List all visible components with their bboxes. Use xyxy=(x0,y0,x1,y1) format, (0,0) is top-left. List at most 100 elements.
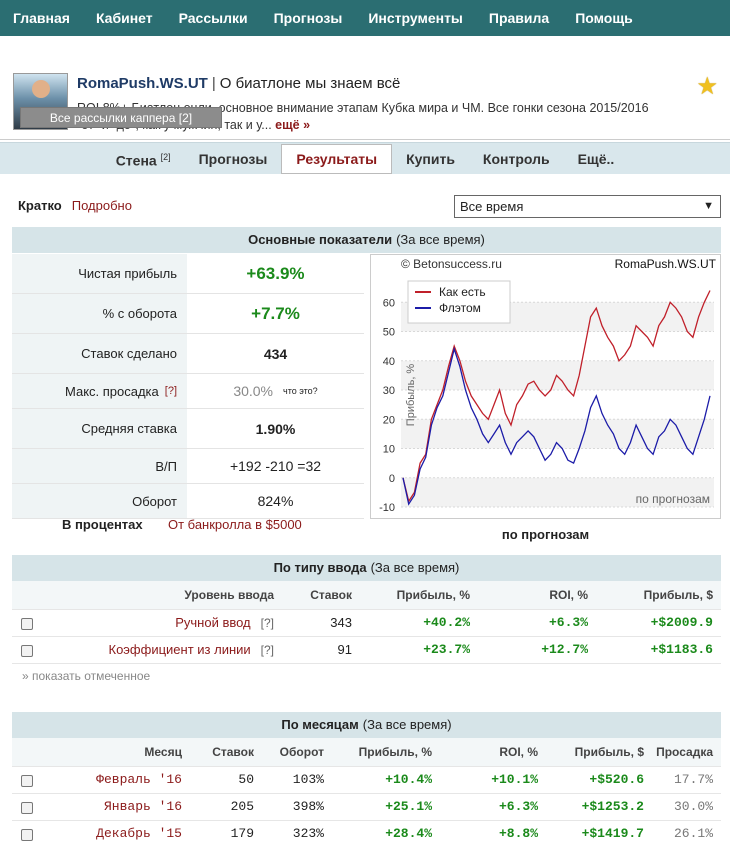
profit-cell: +25.1% xyxy=(332,792,440,820)
tab-forecasts[interactable]: Прогнозы xyxy=(198,150,268,167)
column-header: Прибыль, % xyxy=(360,581,478,609)
drawdown-cell: 30.0% что это? xyxy=(187,374,364,408)
column-header: Уровень ввода xyxy=(42,581,282,609)
nav-forecasts[interactable]: Прогнозы xyxy=(273,10,343,26)
tab-control[interactable]: Контроль xyxy=(482,150,550,167)
type-link[interactable]: Ручной ввод xyxy=(175,615,251,630)
nav-home[interactable]: Главная xyxy=(13,10,70,26)
bets-cell: 50 xyxy=(190,765,262,793)
table-row: Февраль '16 50 103% +10.4% +10.1% +$520.… xyxy=(12,765,721,793)
bets-cell: 205 xyxy=(190,792,262,820)
roi-cell: +6.3% xyxy=(478,608,596,636)
table-row: Январь '16 205 398% +25.1% +6.3% +$1253.… xyxy=(12,792,721,820)
nav-tools[interactable]: Инструменты xyxy=(368,10,463,26)
stat-label: % с оборота xyxy=(12,294,187,333)
help-link[interactable]: [?] xyxy=(260,643,274,658)
stat-row: Чистая прибыль +63.9% xyxy=(12,254,364,294)
checkbox-cell xyxy=(12,608,42,636)
tab-results[interactable]: Результаты xyxy=(281,143,393,174)
show-selected-link[interactable]: » показать отмеченное xyxy=(12,663,721,687)
month-link[interactable]: Декабрь '15 xyxy=(42,819,190,847)
profit-cell: +10.4% xyxy=(332,765,440,793)
stat-row: Макс. просадка [?] 30.0% что это? xyxy=(12,374,364,409)
period-select[interactable]: Все время ▼ xyxy=(454,195,721,218)
stat-row: В/П +192 -210 =32 xyxy=(12,449,364,484)
tab-wall[interactable]: Стена [2] xyxy=(102,141,185,177)
nav-cabinet[interactable]: Кабинет xyxy=(95,10,153,26)
profile-motto: О биатлоне мы знаем всё xyxy=(219,75,401,92)
what-is-it-link[interactable]: что это? xyxy=(283,386,318,396)
type-link[interactable]: Коэффициент из линии xyxy=(108,642,251,658)
type-cell: Ручной ввод [?] xyxy=(42,608,282,636)
table-header-row: Уровень ввода Ставок Прибыль, % ROI, % П… xyxy=(12,581,721,609)
row-checkbox[interactable] xyxy=(21,828,33,841)
summary-section: Основные показатели (За все время) Чистая… xyxy=(12,227,721,542)
y-tick-label: 10 xyxy=(383,444,395,456)
summary-stats: Чистая прибыль +63.9% % с оборота +7.7% … xyxy=(12,254,364,519)
drawdown-value: 30.0% xyxy=(233,383,274,399)
title-separator: | xyxy=(211,75,216,92)
profit-chart-svg: -10 0 10 20 30 40 50 60 © Betonsuccess.ru RomaPus… xyxy=(379,257,717,514)
checkbox-header xyxy=(12,581,42,609)
grid-band xyxy=(401,360,714,390)
drawdown-label: Макс. просадка xyxy=(64,383,159,399)
profit-cell: +28.4% xyxy=(332,819,440,847)
row-checkbox[interactable] xyxy=(21,774,33,787)
nav-rules[interactable]: Правила xyxy=(488,10,550,26)
column-header: Прибыль, $ xyxy=(546,738,652,766)
by-month-subtitle: (За все время) xyxy=(362,717,452,732)
row-checkbox[interactable] xyxy=(21,801,33,814)
turnover-value: 824% xyxy=(257,493,294,509)
profile-name[interactable]: RomaPush.WS.UT xyxy=(77,75,208,92)
row-checkbox[interactable] xyxy=(21,644,33,657)
table-header-row: Месяц Ставок Оборот Прибыль, % ROI, % Пр… xyxy=(12,738,721,766)
checkbox-cell xyxy=(12,635,42,663)
roi-cell: +6.3% xyxy=(440,792,546,820)
turnover-pct-value: +7.7% xyxy=(251,303,300,323)
help-link[interactable]: [?] xyxy=(260,616,274,630)
profit-cell: +40.2% xyxy=(360,608,478,636)
star-icon[interactable]: ★ xyxy=(696,73,718,100)
tab-more[interactable]: Ещё.. xyxy=(577,150,615,167)
all-mailings-button[interactable]: Все рассылки каппера [2] xyxy=(20,107,222,128)
legend-label: Флэтом xyxy=(439,301,481,315)
by-month-title: По месяцам xyxy=(281,717,359,732)
drawdown-cell: 17.7% xyxy=(652,765,721,793)
y-tick-label: 20 xyxy=(383,414,395,426)
summary-title: Основные показатели xyxy=(248,232,393,247)
table-row: Ручной ввод [?] 343 +40.2% +6.3% +$2009.9 xyxy=(12,608,721,636)
top-nav: Главная Кабинет Рассылки Прогнозы Инстру… xyxy=(0,0,730,36)
stat-label: Ставок сделано xyxy=(12,334,187,373)
checkbox-header xyxy=(12,738,42,766)
nav-help[interactable]: Помощь xyxy=(575,10,633,26)
turnover-cell: 323% xyxy=(262,819,332,847)
view-mode: Кратко Подробно xyxy=(18,198,132,213)
month-link[interactable]: Январь '16 xyxy=(42,792,190,820)
y-tick-label: -10 xyxy=(379,502,395,514)
y-tick-label: 60 xyxy=(383,297,395,309)
series-line-as-is xyxy=(402,290,711,503)
stat-label: Чистая прибыль xyxy=(12,254,187,293)
avg-stake-value: 1.90% xyxy=(255,420,296,437)
column-header: Ставок xyxy=(190,738,262,766)
y-tick-label: 30 xyxy=(383,385,395,397)
stat-label: Макс. просадка [?] xyxy=(12,374,187,408)
in-percent-label: В процентах xyxy=(62,517,143,532)
table-row: Декабрь '15 179 323% +28.4% +8.8% +$1419… xyxy=(12,819,721,847)
bets-cell: 179 xyxy=(190,819,262,847)
turnover-cell: 103% xyxy=(262,765,332,793)
bankroll-link[interactable]: От банкролла в $5000 xyxy=(168,517,302,532)
row-checkbox[interactable] xyxy=(21,617,33,630)
column-header: ROI, % xyxy=(478,581,596,609)
chart-caption: по прогнозам xyxy=(501,527,590,542)
profit-usd-cell: +$1419.7 xyxy=(546,819,652,847)
mode-detailed[interactable]: Подробно xyxy=(71,198,132,213)
stat-label: Средняя ставка xyxy=(12,409,187,448)
more-link[interactable]: ещё » xyxy=(275,118,311,132)
drawdown-help-link[interactable]: [?] xyxy=(164,385,177,397)
y-axis-label: Прибыль, % xyxy=(405,364,417,427)
nav-mailings[interactable]: Рассылки xyxy=(178,10,248,26)
month-link[interactable]: Февраль '16 xyxy=(42,765,190,793)
tab-buy[interactable]: Купить xyxy=(406,150,455,167)
mode-short[interactable]: Кратко xyxy=(18,198,62,213)
